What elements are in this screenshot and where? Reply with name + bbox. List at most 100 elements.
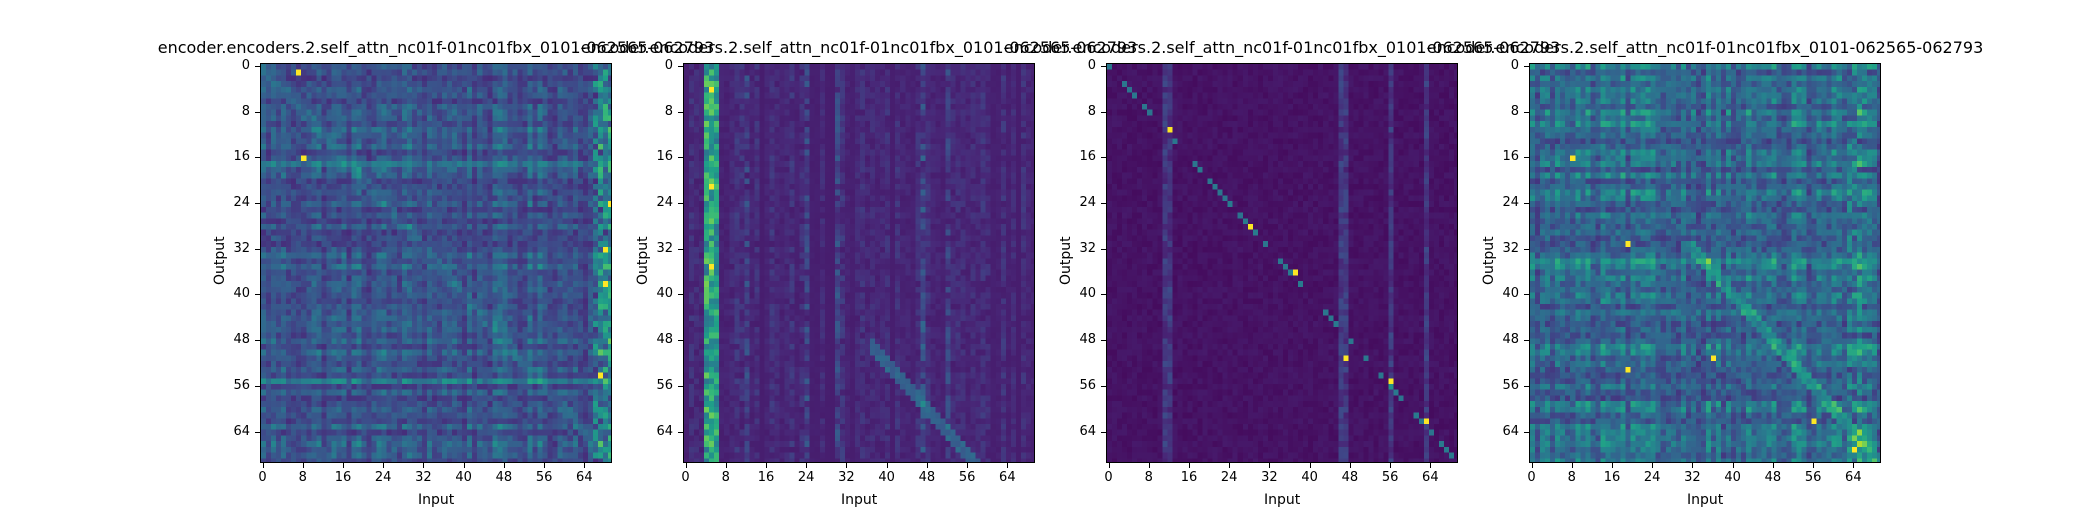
x-tick-label: 56	[535, 470, 553, 485]
y-tick-label: 24	[233, 195, 250, 210]
x-tick-label: 16	[334, 470, 352, 485]
x-tick-label: 8	[298, 470, 307, 485]
y-tick-label: 0	[241, 57, 250, 73]
y-tick-mark	[255, 248, 260, 250]
x-tick-mark	[1148, 463, 1150, 468]
x-tick-mark	[926, 463, 928, 468]
y-tick-mark	[1101, 431, 1106, 433]
x-tick-mark	[1652, 463, 1654, 468]
y-tick-label: 0	[664, 57, 673, 73]
x-tick-label: 16	[1180, 470, 1198, 485]
y-tick-mark	[678, 294, 683, 296]
x-tick-label: 24	[1220, 470, 1238, 485]
y-tick-label: 40	[656, 286, 673, 302]
heatmap-cells	[261, 64, 611, 462]
y-tick-mark	[255, 431, 260, 433]
x-tick-mark	[1430, 463, 1432, 468]
y-tick-label: 64	[656, 423, 673, 439]
x-tick-label: 8	[1567, 470, 1576, 485]
x-tick-mark	[584, 463, 586, 468]
heatmap-cells	[684, 64, 1034, 462]
y-tick-label: 8	[1510, 103, 1519, 119]
y-tick-label: 16	[656, 149, 673, 165]
y-tick-label: 48	[233, 332, 250, 348]
x-tick-label: 64	[999, 470, 1016, 485]
y-tick-label: 24	[1502, 195, 1519, 210]
y-tick-label: 64	[1079, 423, 1096, 439]
x-tick-mark	[1188, 463, 1190, 468]
x-tick-label: 32	[838, 470, 855, 485]
y-tick-label: 8	[1087, 103, 1096, 119]
x-tick-label: 56	[1381, 470, 1399, 485]
y-tick-mark	[678, 111, 683, 113]
x-tick-mark	[1108, 463, 1110, 468]
x-tick-mark	[967, 463, 969, 468]
x-tick-mark	[1309, 463, 1311, 468]
y-tick-mark	[678, 65, 683, 67]
y-tick-mark	[1101, 203, 1106, 204]
y-tick-mark	[1524, 157, 1529, 159]
y-tick-mark	[1524, 111, 1529, 113]
y-tick-label: 8	[241, 103, 250, 119]
y-tick-label: 56	[233, 377, 250, 393]
y-tick-mark	[1524, 385, 1529, 387]
chart-title: encoder.encoders.2.self_attn_nc01f-01nc0…	[157, 38, 715, 57]
x-tick-label: 40	[1301, 470, 1318, 485]
x-tick-label: 24	[1643, 470, 1661, 485]
x-tick-label: 0	[1104, 470, 1113, 485]
y-tick-label: 48	[1502, 332, 1519, 348]
y-axis-label: Output	[212, 236, 228, 285]
y-tick-mark	[1524, 340, 1529, 342]
y-tick-label: 56	[1079, 377, 1096, 393]
heatmap-plot	[1106, 63, 1458, 463]
y-tick-mark	[1524, 431, 1529, 433]
x-tick-label: 64	[1845, 470, 1862, 485]
x-tick-mark	[302, 463, 304, 468]
y-tick-mark	[678, 431, 683, 433]
y-tick-mark	[1101, 248, 1106, 250]
y-tick-label: 48	[656, 332, 673, 348]
y-tick-label: 32	[1079, 240, 1096, 256]
x-tick-mark	[806, 463, 808, 468]
y-tick-mark	[1101, 340, 1106, 342]
y-tick-mark	[678, 157, 683, 159]
x-tick-mark	[1611, 463, 1613, 468]
y-tick-label: 56	[1502, 377, 1519, 393]
x-tick-mark	[886, 463, 888, 468]
x-tick-label: 48	[1341, 470, 1359, 485]
x-tick-mark	[342, 463, 344, 468]
x-tick-label: 48	[1764, 470, 1782, 485]
y-axis-label: Output	[1058, 236, 1074, 285]
x-axis-label: Input	[1264, 492, 1301, 508]
x-tick-label: 48	[918, 470, 936, 485]
y-tick-mark	[1101, 111, 1106, 113]
x-tick-label: 32	[1261, 470, 1278, 485]
y-tick-mark	[1101, 385, 1106, 387]
x-tick-mark	[1007, 463, 1009, 468]
y-tick-label: 24	[1079, 195, 1096, 210]
y-tick-label: 64	[233, 423, 250, 439]
y-tick-mark	[1524, 248, 1529, 250]
y-tick-label: 64	[1502, 423, 1519, 439]
x-tick-label: 56	[1804, 470, 1822, 485]
x-tick-label: 40	[878, 470, 895, 485]
x-tick-mark	[846, 463, 848, 468]
y-tick-label: 48	[1079, 332, 1096, 348]
x-tick-mark	[1732, 463, 1734, 468]
x-tick-mark	[463, 463, 465, 468]
x-tick-mark	[1531, 463, 1533, 468]
y-tick-mark	[1524, 294, 1529, 296]
y-tick-label: 16	[233, 149, 250, 165]
x-axis-label: Input	[418, 492, 455, 508]
x-tick-label: 40	[1724, 470, 1741, 485]
x-tick-mark	[1772, 463, 1774, 468]
y-tick-mark	[255, 111, 260, 113]
y-tick-label: 40	[233, 286, 250, 302]
x-tick-label: 64	[1422, 470, 1439, 485]
y-tick-label: 16	[1502, 149, 1519, 165]
x-tick-label: 24	[797, 470, 815, 485]
y-tick-label: 40	[1079, 286, 1096, 302]
y-tick-label: 0	[1510, 57, 1519, 73]
x-tick-mark	[725, 463, 727, 468]
x-tick-label: 16	[757, 470, 775, 485]
